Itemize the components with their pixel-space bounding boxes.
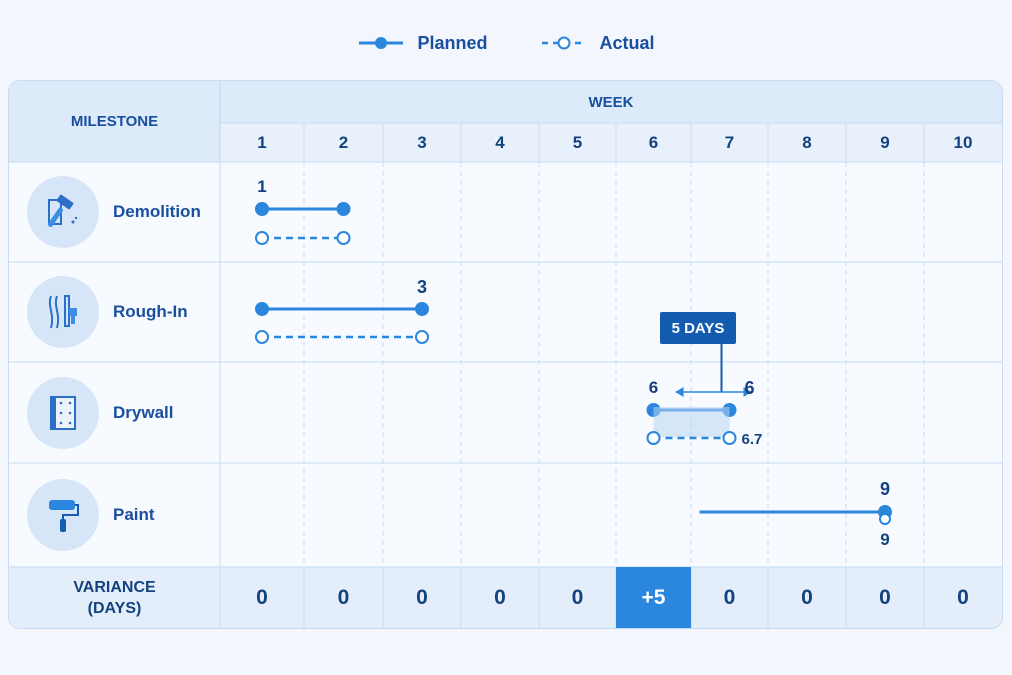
milestone-label-demolition: Demolition [113, 202, 201, 221]
week-number-7: 7 [724, 132, 735, 152]
actual-line-swatch [541, 36, 586, 50]
variance-week-8: 0 [801, 585, 813, 609]
week-number-1: 1 [257, 132, 267, 152]
delay-arrow-head-left [675, 387, 684, 397]
milestone-header-band [9, 81, 220, 162]
variance-week-2: 0 [337, 585, 350, 609]
legend-item-planned: Planned [357, 32, 488, 54]
week-number-5: 5 [572, 132, 583, 152]
actual-marker-3-0 [879, 513, 891, 525]
variance-week-7: 0 [723, 585, 736, 609]
data-label-3-1: 9 [880, 530, 889, 549]
milestone-label-paint: Paint [113, 505, 155, 524]
data-label-1-0: 3 [417, 277, 427, 297]
actual-marker-0-0 [255, 231, 269, 245]
drywall-panel-icon [27, 376, 99, 449]
legend-label-planned: Planned [417, 32, 488, 53]
planned-marker-1-0 [255, 302, 269, 316]
actual-marker-0-1 [336, 231, 351, 245]
week-number-3: 3 [417, 132, 427, 152]
delay-arrow-head-right [743, 387, 752, 397]
milestone-schedule-table: MILESTONE WEEK 1 2 3 4 5 6 7 8 9 10 Demolition Rou… [8, 80, 1003, 629]
week-number-4: 4 [495, 132, 505, 152]
variance-week-6: +5 [616, 567, 691, 628]
milestone-label-rough-in: Rough-In [113, 302, 188, 321]
delay-annotation-label: 5 DAYS [660, 312, 736, 344]
milestone-column-header: MILESTONE [70, 113, 159, 130]
variance-week-10: 0 [957, 585, 969, 609]
variance-row-band [9, 567, 1002, 628]
milestone-label-drywall: Drywall [113, 402, 174, 422]
legend-item-actual: Actual [540, 33, 655, 54]
data-label-2-0: 6 [649, 378, 658, 397]
data-label-3-0: 9 [880, 479, 890, 499]
schedule-grid [9, 81, 1002, 628]
week-number-6: 6 [648, 132, 659, 152]
delay-span-highlight [653, 407, 730, 437]
paint-roller-icon [27, 479, 99, 551]
variance-row-title: VARIANCE (DAYS) [73, 578, 156, 617]
variance-week-1: 0 [256, 585, 268, 609]
data-label-2-2: 6.7 [742, 431, 763, 448]
week-number-8: 8 [802, 132, 812, 152]
hammer-icon [27, 176, 99, 248]
planned-marker-1-1 [415, 302, 429, 316]
week-number-9: 9 [880, 132, 890, 152]
week-column-header: WEEK [588, 93, 634, 111]
week-number-10: 10 [953, 132, 973, 152]
gantt-bars: 1 3 6 6 6.7 9 9 [255, 177, 892, 549]
variance-week-9: 0 [879, 585, 891, 609]
actual-marker-2-0 [646, 431, 661, 445]
data-label-0-0: 1 [257, 177, 266, 196]
variance-week-5: 0 [571, 585, 584, 609]
planned-marker-0-1 [336, 202, 351, 216]
week-number-band [220, 123, 1002, 162]
week-number-2: 2 [338, 132, 349, 152]
pipes-icon [27, 276, 99, 348]
actual-marker-1-0 [255, 330, 269, 344]
variance-week-4: 0 [494, 585, 506, 609]
planned-line-swatch [359, 37, 404, 49]
legend-label-actual: Actual [599, 32, 655, 53]
actual-marker-1-1 [415, 330, 429, 344]
data-label-2-1: 6 [744, 378, 754, 398]
planned-marker-0-0 [255, 202, 269, 216]
actual-marker-2-1 [722, 431, 737, 445]
chart-legend: Planned Actual [0, 30, 1012, 56]
variance-week-3: 0 [416, 585, 428, 609]
